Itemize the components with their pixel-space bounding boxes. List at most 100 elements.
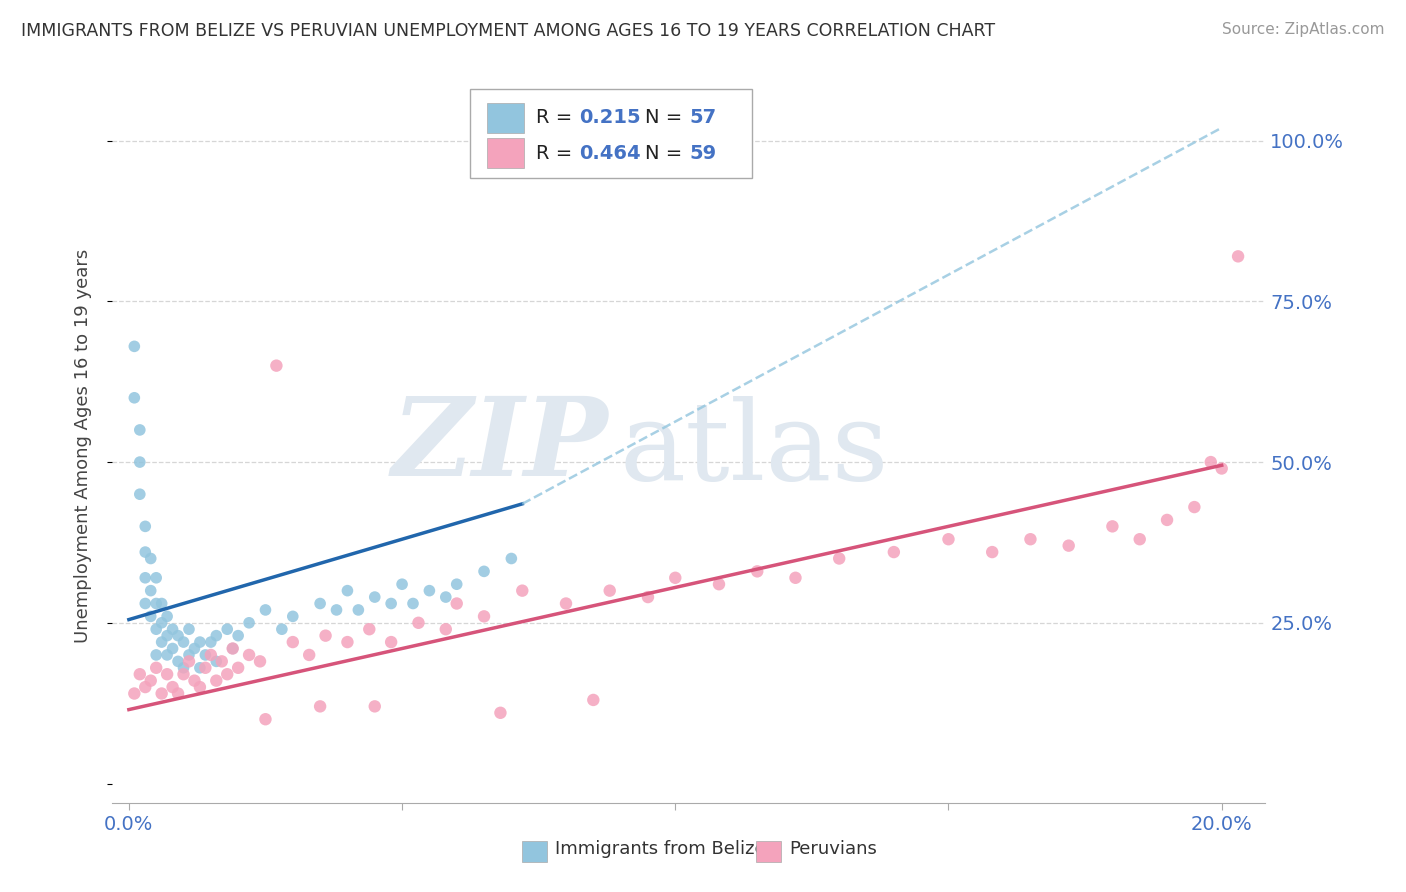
Point — [336, 635, 359, 649]
Point — [1211, 461, 1233, 475]
Point — [145, 622, 167, 636]
Point — [188, 680, 211, 694]
Point — [139, 609, 162, 624]
Point — [145, 661, 167, 675]
Point — [156, 648, 179, 662]
Point — [194, 648, 217, 662]
Point — [177, 622, 200, 636]
Point — [883, 545, 905, 559]
Point — [1019, 533, 1042, 547]
Point — [145, 648, 167, 662]
Point — [177, 654, 200, 668]
Bar — [756, 840, 782, 862]
Point — [938, 533, 960, 547]
Point — [167, 686, 190, 700]
Text: R =: R = — [536, 144, 578, 163]
Point — [150, 597, 173, 611]
Point — [226, 661, 249, 675]
Point — [408, 615, 430, 630]
Point — [128, 423, 150, 437]
Point — [128, 487, 150, 501]
Point — [205, 673, 228, 688]
Point — [221, 641, 243, 656]
Point — [194, 661, 217, 675]
Point — [364, 699, 387, 714]
Point — [200, 648, 222, 662]
Point — [981, 545, 1004, 559]
Point — [139, 673, 162, 688]
Point — [205, 654, 228, 668]
Point — [238, 648, 260, 662]
Text: N =: N = — [645, 108, 689, 128]
Point — [134, 571, 156, 585]
Point — [298, 648, 321, 662]
Text: R =: R = — [536, 108, 578, 128]
Point — [828, 551, 851, 566]
Point — [266, 359, 288, 373]
Point — [1156, 513, 1178, 527]
Point — [1057, 539, 1080, 553]
Point — [124, 686, 146, 700]
Point — [254, 712, 277, 726]
Point — [309, 597, 332, 611]
Point — [336, 583, 359, 598]
Point — [124, 339, 146, 353]
Point — [217, 622, 239, 636]
Text: 57: 57 — [689, 108, 716, 128]
Point — [188, 635, 211, 649]
Point — [167, 629, 190, 643]
Point — [217, 667, 239, 681]
Point — [200, 635, 222, 649]
Point — [446, 577, 468, 591]
Text: 0.215: 0.215 — [579, 108, 641, 128]
Point — [582, 693, 605, 707]
Point — [270, 622, 292, 636]
Bar — [522, 840, 547, 862]
Point — [472, 565, 495, 579]
Text: N =: N = — [645, 144, 689, 163]
Text: 59: 59 — [689, 144, 716, 163]
Point — [391, 577, 413, 591]
Point — [124, 391, 146, 405]
Point — [134, 545, 156, 559]
Point — [402, 597, 425, 611]
Point — [364, 590, 387, 604]
Point — [599, 583, 621, 598]
Point — [380, 597, 402, 611]
Point — [1199, 455, 1222, 469]
Point — [134, 680, 156, 694]
Point — [139, 551, 162, 566]
Point — [434, 622, 457, 636]
Point — [434, 590, 457, 604]
Point — [555, 597, 578, 611]
Point — [156, 667, 179, 681]
Point — [281, 609, 304, 624]
Point — [221, 641, 243, 656]
Point — [183, 641, 205, 656]
Point — [359, 622, 381, 636]
Point — [156, 609, 179, 624]
Text: ZIP: ZIP — [392, 392, 609, 500]
Point — [167, 654, 190, 668]
Text: atlas: atlas — [620, 396, 890, 503]
Point — [128, 667, 150, 681]
Point — [183, 673, 205, 688]
Point — [150, 686, 173, 700]
Point — [173, 635, 195, 649]
Point — [205, 629, 228, 643]
Point — [637, 590, 659, 604]
Point — [501, 551, 523, 566]
Point — [162, 622, 184, 636]
Point — [134, 597, 156, 611]
Point — [707, 577, 730, 591]
Point — [747, 565, 769, 579]
Point — [510, 583, 533, 598]
Text: IMMIGRANTS FROM BELIZE VS PERUVIAN UNEMPLOYMENT AMONG AGES 16 TO 19 YEARS CORREL: IMMIGRANTS FROM BELIZE VS PERUVIAN UNEMP… — [21, 22, 995, 40]
Point — [785, 571, 807, 585]
Text: Peruvians: Peruvians — [789, 840, 877, 858]
Point — [150, 615, 173, 630]
Point — [226, 629, 249, 643]
Point — [249, 654, 271, 668]
Point — [418, 583, 440, 598]
Point — [173, 667, 195, 681]
